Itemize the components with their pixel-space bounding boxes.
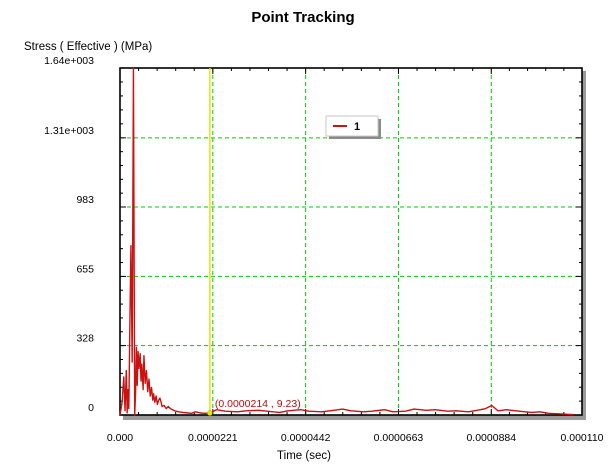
y-tick-label: 328 xyxy=(76,333,94,345)
x-tick-label: 0.0000663 xyxy=(374,432,424,444)
series-line-1 xyxy=(119,67,574,416)
series-layer xyxy=(119,67,574,416)
x-tick-label: 0.0000221 xyxy=(188,432,238,444)
legend-box xyxy=(325,115,379,137)
x-tick-label: 0.000 xyxy=(107,432,133,444)
legend-label: 1 xyxy=(354,121,360,133)
chart-title: Point Tracking xyxy=(251,9,354,26)
x-tick-label: 0.0000884 xyxy=(466,432,516,444)
y-tick-label: 0 xyxy=(88,402,94,414)
cursor-readout: (0.0000214 , 9.23) xyxy=(215,398,301,410)
x-tick-label: 0.000110 xyxy=(560,432,603,444)
y-tick-label: 983 xyxy=(76,194,94,206)
cursor-marker xyxy=(207,410,213,416)
legend: 1 xyxy=(325,115,381,139)
y-tick-label: 1.64e+003 xyxy=(44,55,94,67)
axis-ticks: 0.000 0.0000221 0.0000442 0.0000663 0.000088… xyxy=(44,55,604,444)
y-tick-label: 1.31e+003 xyxy=(44,125,94,137)
y-axis-label: Stress ( Effective ) (MPa) xyxy=(24,41,152,53)
x-tick-label: 0.0000442 xyxy=(281,432,331,444)
x-axis-label: Time (sec) xyxy=(277,450,331,462)
y-tick-label: 655 xyxy=(76,263,94,275)
